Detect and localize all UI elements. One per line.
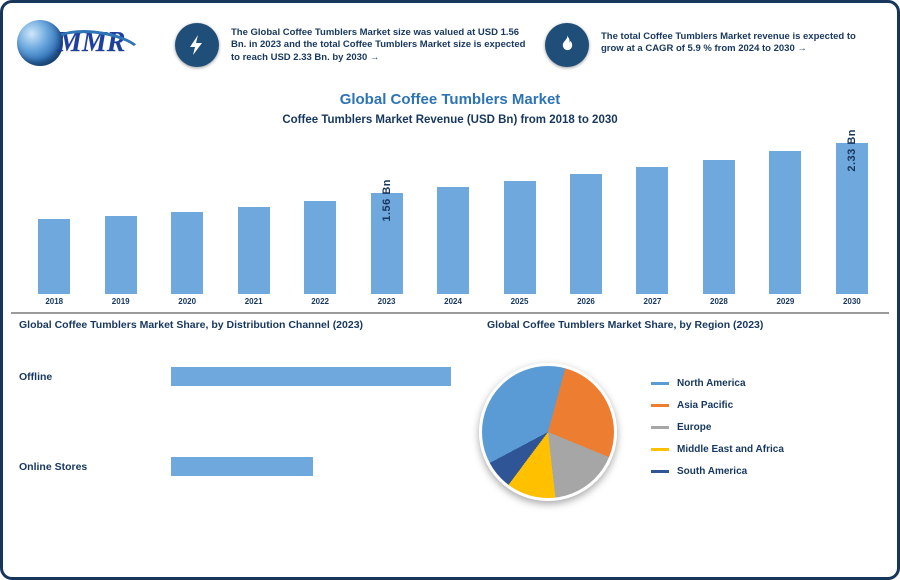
bar-column-2030: 2.33 Bn 2030: [819, 129, 885, 309]
bar-2020: [171, 212, 204, 294]
bar-2029: [769, 151, 802, 294]
bar-column-2029: 2029: [752, 133, 818, 309]
mmr-logo: MMR: [17, 15, 167, 74]
bar-column-2023: 1.56 Bn 2023: [353, 133, 419, 309]
year-label: 2026: [577, 297, 595, 306]
bar-column-2028: 2028: [686, 133, 752, 309]
year-label: 2029: [776, 297, 795, 306]
year-label: 2019: [111, 297, 130, 306]
legend-marker: [651, 469, 669, 474]
legend-label: Europe: [677, 422, 712, 433]
legend-item: North America: [651, 377, 784, 390]
chart-subtitle: Coffee Tumblers Market Revenue (USD Bn) …: [282, 114, 618, 126]
bar-2027: [636, 167, 669, 294]
globe-logo-icon: [17, 20, 63, 66]
year-label: 2025: [510, 297, 529, 306]
year-label: 2022: [311, 297, 329, 306]
bar-2025: [503, 181, 536, 294]
region-legend: North America Asia Pacific Europe Middle Ea…: [651, 377, 784, 487]
bar-column-2019: 2019: [87, 133, 153, 309]
flame-icon: [545, 23, 589, 67]
revenue-bar-chart: 2018 2019 2020 2021 2022 1.56 Bn 2023 2024 2025 2…: [21, 129, 885, 309]
bar-2024: [437, 187, 470, 294]
year-label: 2028: [710, 297, 728, 306]
legend-label: Middle East and Africa: [677, 444, 784, 455]
bar-column-2021: 2021: [220, 133, 286, 309]
legend-marker: [651, 425, 669, 430]
bar-2021: [237, 207, 270, 294]
bar-2030: 2.33 Bn: [835, 129, 868, 294]
market-size-summary: The Global Coffee Tumblers Market size w…: [231, 27, 526, 63]
bar-column-2022: 2022: [287, 133, 353, 309]
year-label: 2023: [377, 297, 396, 306]
year-label: 2027: [643, 297, 662, 306]
bar-column-2018: 2018: [21, 133, 87, 309]
page-title: Global Coffee Tumblers Market: [339, 91, 561, 108]
hbar-row: Offline: [19, 367, 459, 386]
bar-column-2024: 2024: [420, 133, 486, 309]
hbar-online-stores: [171, 457, 313, 476]
bar-column-2026: 2026: [553, 133, 619, 309]
bar-2022: [304, 201, 337, 294]
year-label: 2021: [244, 297, 263, 306]
bar-2019: [104, 216, 137, 294]
logo-text: MMR: [57, 27, 126, 58]
year-label: 2030: [842, 297, 861, 306]
hbar-label: Offline: [19, 370, 53, 383]
legend-item: South America: [651, 465, 784, 478]
legend-marker: [651, 447, 669, 452]
hbar-label: Online Stores: [19, 460, 88, 473]
bar-column-2025: 2025: [486, 133, 552, 309]
legend-marker: [651, 403, 669, 408]
bar-value-label: 1.56 Bn: [380, 179, 393, 222]
bar-value-label: 2.33 Bn: [845, 129, 858, 172]
bar-2028: [702, 160, 735, 294]
hbar-offline: [171, 367, 451, 386]
lightning-icon-glyph: [190, 35, 202, 55]
lightning-icon: [175, 23, 219, 67]
bar-2026: [569, 174, 602, 294]
legend-item: Europe: [651, 421, 784, 434]
hbar-row: Online Stores: [19, 457, 459, 476]
distribution-hbar-chart: Offline Online Stores: [19, 349, 459, 476]
distribution-chart-heading: Global Coffee Tumblers Market Share, by …: [19, 319, 364, 331]
legend-label: Asia Pacific: [677, 400, 734, 411]
bar-column-2027: 2027: [619, 133, 685, 309]
bar-2023: 1.56 Bn: [370, 179, 403, 294]
cagr-summary: The total Coffee Tumblers Market revenue…: [601, 31, 856, 55]
section-divider: [11, 312, 889, 314]
flame-icon-glyph: [562, 35, 573, 51]
legend-label: North America: [677, 378, 746, 389]
legend-item: Middle East and Africa: [651, 443, 784, 456]
bar-2018: [38, 219, 71, 294]
region-chart-heading: Global Coffee Tumblers Market Share, by …: [487, 319, 764, 331]
legend-label: South America: [677, 466, 748, 477]
year-label: 2024: [444, 297, 462, 306]
legend-item: Asia Pacific: [651, 399, 784, 412]
legend-marker: [651, 381, 669, 386]
bar-column-2020: 2020: [154, 133, 220, 309]
year-label: 2020: [178, 297, 197, 306]
region-pie-chart: [479, 363, 617, 501]
year-label: 2018: [45, 297, 64, 306]
